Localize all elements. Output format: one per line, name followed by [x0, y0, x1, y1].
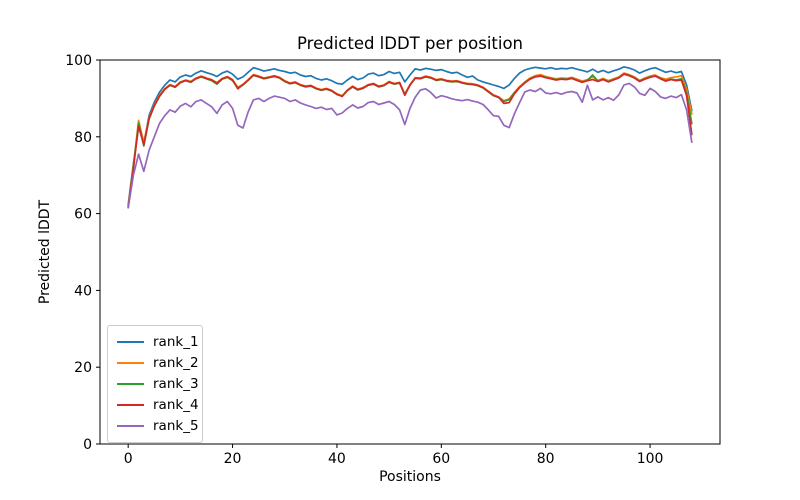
legend-line-swatch — [117, 382, 144, 385]
y-tick-label: 60 — [74, 207, 92, 223]
x-tick-label: 20 — [224, 451, 242, 467]
y-axis-label: Predicted lDDT — [37, 199, 53, 305]
legend-line-swatch — [117, 362, 144, 365]
x-tick-label: 0 — [124, 451, 133, 467]
legend-label: rank_3 — [153, 375, 199, 392]
legend-label: rank_1 — [153, 334, 199, 351]
series-line-rank_3 — [127, 72, 693, 208]
y-tick-label: 20 — [74, 360, 92, 376]
legend-line-swatch — [117, 403, 144, 406]
x-tick-label: 40 — [328, 451, 346, 467]
series-line-rank_1 — [127, 66, 693, 206]
series-line-rank_4 — [127, 73, 693, 209]
plot-border — [99, 59, 721, 445]
y-tick-label: 100 — [65, 53, 92, 69]
legend-entry-rank_5: rank_5 — [117, 415, 199, 436]
x-axis-label: Positions — [379, 469, 441, 485]
y-tick-label: 40 — [74, 283, 92, 299]
x-tick-label: 80 — [537, 451, 555, 467]
y-tick-label: 0 — [83, 437, 92, 453]
legend-label: rank_2 — [153, 355, 199, 372]
legend-entry-rank_4: rank_4 — [117, 394, 199, 415]
legend: rank_1 rank_2 rank_3 rank_4 rank_5 — [107, 325, 203, 443]
legend-entry-rank_3: rank_3 — [117, 374, 199, 395]
x-tick-label: 100 — [637, 451, 664, 467]
legend-line-swatch — [117, 341, 144, 344]
legend-label: rank_5 — [153, 417, 199, 434]
y-tick-label: 80 — [74, 130, 92, 146]
legend-line-swatch — [117, 424, 144, 427]
legend-entry-rank_1: rank_1 — [117, 332, 199, 353]
series-line-rank_5 — [127, 82, 693, 209]
series-line-rank_2 — [127, 72, 693, 207]
legend-entry-rank_2: rank_2 — [117, 353, 199, 374]
x-tick-label: 60 — [432, 451, 450, 467]
chart-title: Predicted lDDT per position — [296, 34, 524, 53]
legend-label: rank_4 — [153, 396, 199, 413]
